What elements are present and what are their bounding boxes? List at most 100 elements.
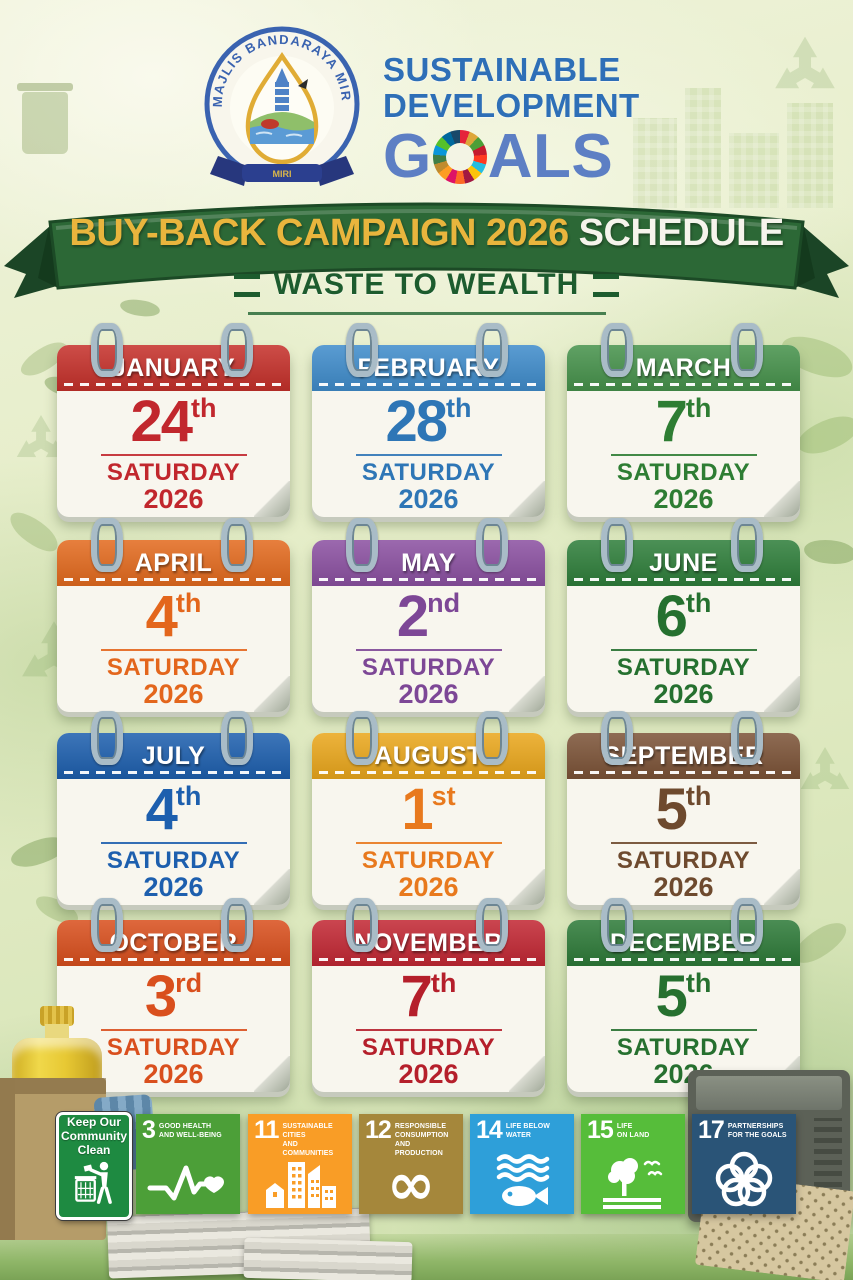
month-name: APRIL	[134, 548, 213, 577]
year-label: 2026	[143, 484, 204, 515]
month-name: OCTOBER	[109, 928, 238, 957]
sdg-wordmark: SUSTAINABLE DEVELOPMENT G ALS	[383, 51, 673, 191]
sdg-label-line: SUSTAINABLE CITIES	[282, 1123, 333, 1140]
divider	[355, 842, 502, 844]
day-label: SATURDAY	[616, 847, 751, 874]
year-label: 2026	[398, 872, 459, 903]
date-number: 24	[130, 389, 193, 454]
binder-ring-icon	[731, 898, 763, 952]
month-name: MARCH	[635, 353, 732, 382]
sdg-label: GOOD HEALTH AND WELL-BEING	[159, 1120, 222, 1140]
binder-ring-icon	[221, 898, 253, 952]
sdg-goals-line: G ALS	[383, 122, 673, 191]
date-ordinal: th	[175, 588, 202, 618]
date-ordinal: rd	[175, 968, 203, 998]
binder-ring-icon	[731, 518, 763, 572]
sdg-label: LIFE BELOW WATER	[506, 1120, 550, 1140]
binder-ring-icon	[221, 323, 253, 377]
day-label: SATURDAY	[106, 1034, 241, 1061]
day-label: SATURDAY	[106, 459, 241, 486]
binder-ring-icon	[346, 518, 378, 572]
date-ordinal: th	[446, 393, 472, 423]
building-silhouette	[787, 103, 833, 208]
date-number: 7	[655, 389, 688, 454]
bottle-neck	[45, 1024, 69, 1040]
sdg-label: SUSTAINABLE CITIES AND COMMUNITIES	[282, 1120, 348, 1158]
sdg-label-line: ON LAND	[616, 1132, 650, 1140]
divider	[610, 842, 757, 844]
day-label: SATURDAY	[106, 847, 241, 874]
binder-ring-icon	[601, 518, 633, 572]
equals-mark-icon	[593, 273, 620, 297]
binder-ring-icon	[601, 711, 633, 765]
binder-ring-icon	[601, 898, 633, 952]
subtitle-underline	[248, 312, 606, 315]
sdg-label: PARTNERSHIPS FOR THE GOALS	[728, 1120, 787, 1140]
date-number: 3	[144, 964, 177, 1029]
divider	[100, 1029, 247, 1031]
binder-ring-icon	[221, 518, 253, 572]
month-name: JANUARY	[111, 353, 236, 382]
month-name: JUNE	[649, 548, 718, 577]
year-label: 2026	[143, 679, 204, 710]
leaf-decoration	[792, 410, 853, 460]
year-label: 2026	[653, 679, 714, 710]
bottle-cap	[40, 1006, 74, 1026]
binder-ring-icon	[221, 711, 253, 765]
sdg-number: 17	[698, 1116, 725, 1144]
bird-silhouette	[298, 79, 308, 89]
day-label: SATURDAY	[616, 1034, 751, 1061]
month-name: MAY	[401, 548, 456, 577]
date-number: 5	[655, 777, 688, 842]
divider	[355, 454, 502, 456]
binder-ring-icon	[91, 518, 123, 572]
ribbon-banner	[4, 202, 849, 298]
goals-letters-als: ALS	[487, 122, 614, 191]
day-label: SATURDAY	[361, 654, 496, 681]
building-silhouette	[729, 133, 779, 208]
sdg-title-line1: SUSTAINABLE	[383, 51, 621, 88]
year-label: 2026	[143, 1059, 204, 1090]
divider	[355, 1029, 502, 1031]
faint-trash-bin-decoration	[17, 83, 73, 154]
binder-ring-icon	[476, 711, 508, 765]
divider	[100, 454, 247, 456]
day-label: SATURDAY	[616, 654, 751, 681]
partnership-rings-icon	[692, 1150, 796, 1210]
date-ordinal: th	[685, 781, 712, 811]
sdg-label-line: WATER	[505, 1132, 532, 1140]
date-ordinal: th	[191, 393, 217, 423]
sdg-label-line: LIFE	[616, 1123, 633, 1130]
banner-title: BUY-BACK CAMPAIGN 2026 SCHEDULE	[0, 212, 853, 255]
date-number: 7	[400, 964, 433, 1029]
equals-mark-icon	[233, 273, 260, 297]
year-label: 2026	[653, 872, 714, 903]
sdg-number: 12	[365, 1116, 392, 1144]
sdg-label-line: LIFE BELOW	[505, 1123, 550, 1130]
sdg-tile-11: 11 SUSTAINABLE CITIES AND COMMUNITIES	[248, 1114, 352, 1214]
date-ordinal: th	[685, 588, 712, 618]
divider	[610, 1029, 757, 1031]
day-label: SATURDAY	[361, 847, 496, 874]
date-number: 2	[396, 584, 429, 649]
date-number: 4	[145, 777, 178, 842]
month-name: JULY	[141, 741, 206, 770]
sdg-number: 15	[587, 1116, 614, 1144]
date-number: 4	[145, 584, 178, 649]
infinity-icon: ∞	[386, 1150, 436, 1218]
leaf-decoration	[4, 504, 64, 560]
binder-ring-icon	[476, 518, 508, 572]
sdg-tile-15: 15 LIFE ON LAND	[581, 1114, 685, 1214]
binder-ring-icon	[346, 323, 378, 377]
